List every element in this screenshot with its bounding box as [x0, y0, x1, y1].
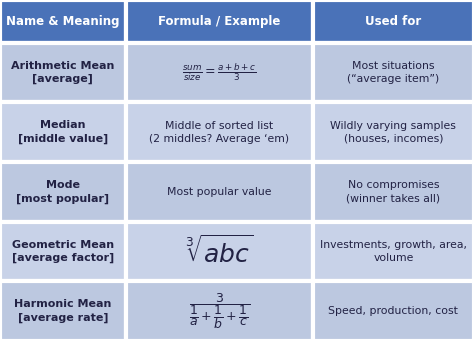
FancyBboxPatch shape	[0, 102, 126, 162]
Text: Mode
[most popular]: Mode [most popular]	[16, 180, 109, 204]
Text: $\dfrac{3}{\dfrac{1}{a}+\dfrac{1}{b}+\dfrac{1}{c}}$: $\dfrac{3}{\dfrac{1}{a}+\dfrac{1}{b}+\df…	[189, 291, 250, 331]
FancyBboxPatch shape	[313, 43, 474, 102]
FancyBboxPatch shape	[313, 281, 474, 341]
FancyBboxPatch shape	[126, 0, 313, 43]
FancyBboxPatch shape	[313, 0, 474, 43]
FancyBboxPatch shape	[126, 162, 313, 222]
Text: Used for: Used for	[365, 15, 421, 28]
Text: $\frac{\mathit{sum}}{\mathit{size}} = \frac{a+b+c}{3}$: $\frac{\mathit{sum}}{\mathit{size}} = \f…	[182, 61, 256, 84]
Text: Geometric Mean
[average factor]: Geometric Mean [average factor]	[12, 240, 114, 263]
Text: Most situations
(“average item”): Most situations (“average item”)	[347, 61, 439, 84]
Text: Median
[middle value]: Median [middle value]	[18, 120, 108, 144]
FancyBboxPatch shape	[313, 162, 474, 222]
Text: Name & Meaning: Name & Meaning	[6, 15, 119, 28]
Text: Arithmetic Mean
[average]: Arithmetic Mean [average]	[11, 61, 115, 84]
FancyBboxPatch shape	[313, 222, 474, 281]
FancyBboxPatch shape	[126, 281, 313, 341]
Text: Most popular value: Most popular value	[167, 187, 272, 197]
FancyBboxPatch shape	[0, 222, 126, 281]
Text: Speed, production, cost: Speed, production, cost	[328, 306, 458, 316]
FancyBboxPatch shape	[0, 281, 126, 341]
FancyBboxPatch shape	[126, 43, 313, 102]
FancyBboxPatch shape	[0, 0, 126, 43]
FancyBboxPatch shape	[126, 222, 313, 281]
Text: Wildly varying samples
(houses, incomes): Wildly varying samples (houses, incomes)	[330, 120, 456, 144]
FancyBboxPatch shape	[0, 43, 126, 102]
Text: Middle of sorted list
(2 middles? Average ‘em): Middle of sorted list (2 middles? Averag…	[149, 120, 289, 144]
Text: Harmonic Mean
[average rate]: Harmonic Mean [average rate]	[14, 299, 111, 323]
FancyBboxPatch shape	[126, 102, 313, 162]
Text: $\sqrt[3]{\mathit{abc}}$: $\sqrt[3]{\mathit{abc}}$	[185, 235, 254, 268]
FancyBboxPatch shape	[313, 102, 474, 162]
FancyBboxPatch shape	[0, 162, 126, 222]
Text: No compromises
(winner takes all): No compromises (winner takes all)	[346, 180, 440, 204]
Text: Formula / Example: Formula / Example	[158, 15, 281, 28]
Text: Investments, growth, area,
volume: Investments, growth, area, volume	[320, 240, 467, 263]
